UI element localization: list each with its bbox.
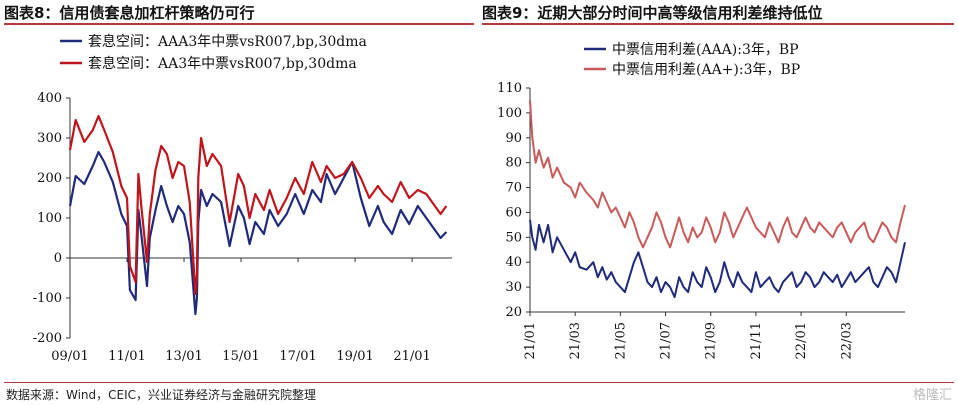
right-y-tick-label: 70: [505, 181, 522, 196]
right-x-tick-label: 21/05: [613, 322, 628, 359]
left-y-tick-label: 200: [37, 171, 62, 186]
right-legend-label: 中票信用利差(AAA):3年，BP: [612, 42, 799, 58]
right-x-tick-label: 21/07: [659, 322, 674, 359]
footer-rule: [4, 382, 954, 383]
left-y-tick-label: -200: [33, 331, 62, 346]
watermark-logo: 格隆汇: [912, 388, 952, 403]
right-y-tick-label: 20: [505, 305, 522, 320]
left-y-tick-label: -100: [33, 291, 62, 306]
left-x-tick-label: 19/01: [336, 349, 373, 364]
right-x-tick-label: 22/01: [794, 322, 809, 359]
left-chart-title: 图表8：信用债套息加杠杆策略仍可行: [4, 4, 255, 22]
right-y-tick-label: 110: [497, 81, 522, 96]
left-x-tick-label: 13/01: [165, 349, 202, 364]
right-x-tick-label: 21/01: [523, 322, 538, 359]
right-y-tick-label: 60: [505, 205, 522, 220]
source-note: 数据来源：Wind，CEIC，兴业证券经济与金融研究院整理: [6, 388, 317, 402]
right-series-line-1: [529, 100, 906, 249]
right-y-tick-label: 80: [505, 156, 522, 171]
right-y-tick-label: 90: [505, 131, 522, 146]
left-legend-label: 套息空间：AAA3年中票vsR007,bp,30dma: [88, 33, 367, 50]
right-legend-label: 中票信用利差(AA+):3年，BP: [612, 62, 800, 78]
left-series-line-1: [68, 114, 448, 296]
left-legend-label: 套息空间：AA3年中票vsR007,bp,30dma: [88, 55, 357, 72]
right-y-tick-label: 40: [505, 255, 522, 270]
right-title-rule: [482, 23, 954, 25]
left-y-tick-label: 0: [54, 251, 62, 266]
left-title-rule: [4, 23, 474, 25]
left-series-line-0: [68, 150, 448, 316]
right-x-tick-label: 21/09: [704, 322, 719, 359]
right-series-line-0: [529, 219, 906, 299]
left-y-tick-label: 300: [37, 131, 62, 146]
right-y-tick-label: 30: [505, 280, 522, 295]
left-x-tick-label: 17/01: [279, 349, 316, 364]
left-y-tick-label: 100: [37, 211, 62, 226]
left-y-tick-label: 400: [37, 91, 62, 106]
right-y-tick-label: 50: [505, 230, 522, 245]
right-x-tick-label: 21/03: [568, 322, 583, 359]
right-x-tick-label: 21/11: [749, 322, 764, 359]
left-x-tick-label: 15/01: [222, 349, 259, 364]
left-x-tick-label: 21/01: [393, 349, 430, 364]
left-x-tick-label: 11/01: [108, 349, 145, 364]
right-chart-title: 图表9：近期大部分时间中高等级信用利差维持低位: [482, 4, 823, 22]
right-y-tick-label: 100: [497, 106, 522, 121]
right-x-tick-label: 22/03: [839, 322, 854, 359]
left-x-tick-label: 09/01: [51, 349, 88, 364]
